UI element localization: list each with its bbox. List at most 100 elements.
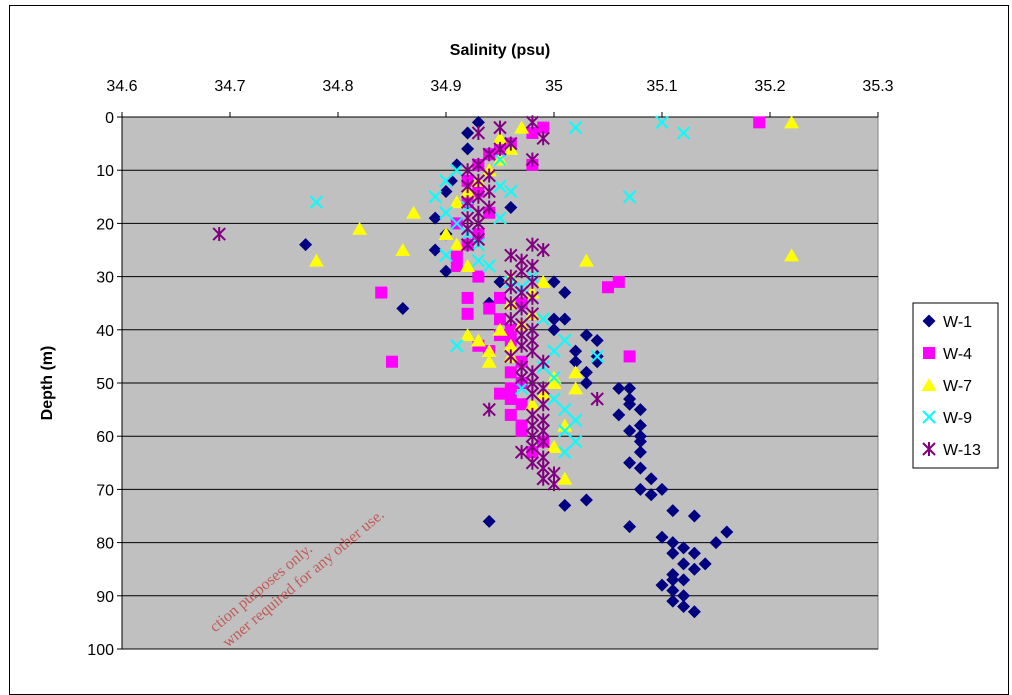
data-point-w-4: [450, 259, 463, 272]
data-point-w-4: [494, 291, 506, 304]
data-point-w-9: [547, 370, 561, 385]
y-tick-label: 0: [105, 110, 114, 127]
data-point-w-1: [623, 456, 637, 470]
data-point-w-1: [633, 419, 647, 433]
data-point-w-9: [450, 339, 464, 353]
data-point-w-1: [504, 200, 518, 214]
data-point-w-4: [602, 281, 614, 294]
data-point-w-7: [784, 248, 800, 262]
data-point-w-9: [450, 163, 464, 177]
data-point-w-7: [546, 376, 562, 389]
data-point-w-1: [677, 557, 691, 571]
data-point-w-13: [504, 248, 518, 263]
data-point-w-1: [623, 424, 637, 438]
data-point-w-1: [558, 498, 572, 512]
data-point-w-7: [449, 237, 465, 251]
data-point-w-1: [644, 488, 658, 502]
data-point-w-13: [514, 264, 529, 279]
data-point-w-13: [514, 445, 529, 460]
data-point-w-1: [482, 514, 496, 528]
data-point-w-1: [547, 323, 561, 337]
data-point-w-4: [461, 291, 474, 304]
data-point-w-9: [558, 424, 572, 438]
data-point-w-1: [428, 211, 442, 225]
data-point-w-1: [396, 302, 410, 316]
data-point-w-13: [460, 179, 475, 194]
x-tick-label: 35.2: [754, 78, 785, 95]
y-tick-label: 80: [96, 536, 114, 553]
data-point-w-9: [309, 195, 324, 209]
data-point-w-1: [677, 589, 691, 603]
data-point-w-13: [482, 402, 496, 417]
data-point-w-7: [535, 274, 551, 288]
data-point-w-1: [666, 504, 680, 518]
data-point-w-4: [504, 382, 517, 395]
data-point-w-13: [525, 237, 540, 252]
data-point-w-13: [504, 349, 518, 364]
data-point-w-1: [677, 541, 691, 555]
data-point-w-1: [612, 408, 626, 422]
data-point-w-4: [386, 355, 398, 368]
data-point-w-9: [439, 206, 453, 220]
data-point-w-4: [504, 392, 517, 405]
data-point-w-1: [644, 472, 658, 486]
data-point-w-1: [666, 546, 680, 560]
data-point-w-13: [536, 354, 550, 369]
data-point-w-4: [461, 307, 474, 320]
data-point-w-13: [514, 370, 529, 385]
data-point-w-13: [482, 184, 496, 199]
y-tick-label: 90: [96, 589, 114, 606]
data-point-w-9: [568, 434, 583, 449]
data-point-w-7: [492, 131, 508, 145]
data-point-w-1: [547, 275, 561, 289]
data-point-w-13: [514, 338, 529, 353]
data-point-w-13: [460, 195, 475, 210]
legend-marker-w-4: [923, 347, 935, 359]
data-point-w-13: [482, 200, 496, 215]
y-tick-label: 30: [96, 270, 114, 287]
data-point-w-7: [514, 120, 530, 134]
data-point-w-9: [622, 190, 637, 204]
data-point-w-7: [568, 365, 584, 379]
data-point-w-13: [590, 391, 604, 406]
data-point-w-13: [504, 280, 518, 295]
data-point-w-13: [525, 290, 540, 305]
data-point-w-1: [461, 126, 475, 140]
legend-marker-w-7: [921, 378, 937, 391]
data-point-w-1: [698, 557, 712, 571]
data-point-w-1: [655, 482, 669, 496]
data-point-w-7: [492, 322, 508, 336]
x-tick-label: 34.8: [322, 78, 353, 95]
data-point-w-13: [536, 434, 550, 449]
data-point-w-13: [471, 232, 486, 247]
data-point-w-7: [524, 397, 540, 411]
legend-marker-w-1: [922, 314, 936, 328]
legend-label-w-1: W-1: [943, 314, 972, 331]
data-point-w-1: [461, 142, 475, 156]
legend-label-w-7: W-7: [943, 378, 972, 395]
data-point-w-4: [515, 424, 528, 437]
data-point-w-9: [536, 312, 550, 326]
data-point-w-1: [569, 355, 583, 369]
data-point-w-13: [514, 285, 529, 300]
legend-marker-w-9: [922, 410, 936, 424]
data-point-w-1: [633, 461, 647, 475]
data-point-w-9: [655, 115, 669, 130]
data-point-w-9: [471, 253, 486, 268]
y-axis-title: Depth (m): [39, 346, 56, 421]
data-point-w-7: [470, 333, 486, 347]
data-point-w-7: [481, 344, 497, 358]
data-point-w-1: [633, 445, 647, 459]
data-point-w-13: [525, 455, 540, 470]
data-point-w-1: [666, 536, 680, 550]
y-tick-label: 60: [96, 429, 114, 446]
data-point-w-13: [536, 471, 550, 486]
data-point-w-13: [525, 386, 540, 401]
data-point-w-1: [633, 403, 647, 417]
data-point-w-9: [547, 344, 561, 358]
data-point-w-13: [525, 439, 540, 454]
data-point-w-1: [677, 599, 691, 613]
data-point-w-13: [547, 477, 561, 492]
data-point-w-4: [504, 408, 517, 421]
data-point-w-13: [504, 136, 518, 151]
